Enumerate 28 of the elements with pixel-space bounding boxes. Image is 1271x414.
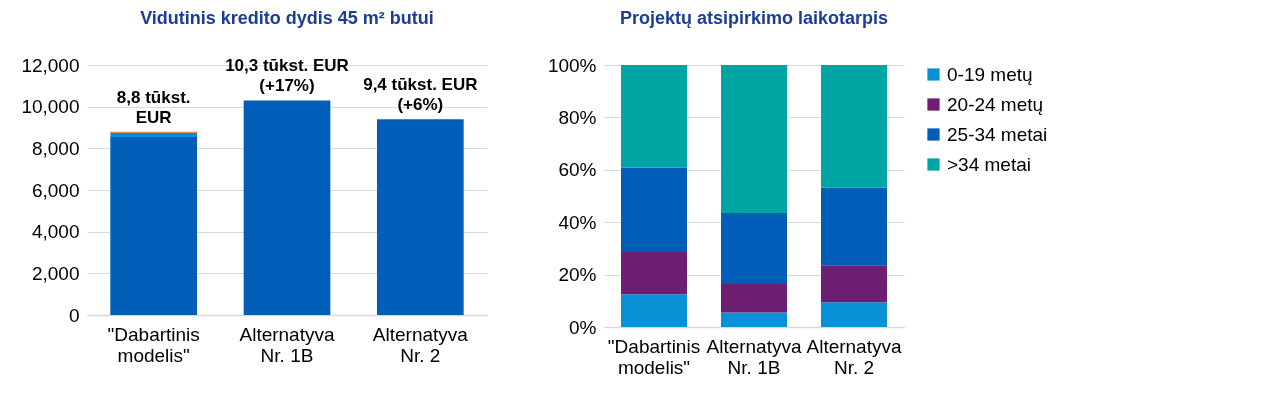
legend-label: 25-34 metai xyxy=(947,123,1048,145)
x-tick-label: "Dabartinis modelis" xyxy=(107,323,200,366)
legend-label: >34 metai xyxy=(947,153,1031,175)
x-tick-label: Alternatyva Nr. 1B xyxy=(239,323,335,366)
x-tick-label: Alternatyva Nr. 1B xyxy=(706,335,802,378)
y-tick-label: 6,000 xyxy=(31,179,80,201)
y-tick-label: 40% xyxy=(558,211,597,233)
y-tick-label: 2,000 xyxy=(31,262,80,284)
y-tick-label: 80% xyxy=(558,106,597,128)
y-tick-label: 100% xyxy=(547,54,597,76)
legend-label: 20-24 metų xyxy=(947,93,1044,115)
chart-title: Vidutinis kredito dydis 45 m² butui xyxy=(140,8,434,28)
y-tick-label: 20% xyxy=(558,264,597,286)
chart-title: Projektų atsipirkimo laikotarpis xyxy=(619,8,889,28)
x-tick-label: Alternatyva Nr. 2 xyxy=(372,323,469,366)
y-tick-label: 4,000 xyxy=(31,221,80,243)
y-tick-label: 12,000 xyxy=(21,54,80,76)
y-tick-label: 0 xyxy=(68,304,80,326)
x-tick-label: Alternatyva Nr. 2 xyxy=(806,335,902,378)
total-label: 8,8 tūkst. EUR xyxy=(116,87,191,127)
total-label: 10,3 tūkst. EUR (+17%) xyxy=(225,56,349,96)
y-tick-label: 8,000 xyxy=(31,137,80,159)
y-tick-label: 0% xyxy=(569,316,597,338)
x-tick-label: "Dabartinis modelis" xyxy=(607,335,701,378)
y-tick-label: 60% xyxy=(558,159,597,181)
y-tick-label: 10,000 xyxy=(21,96,80,118)
legend-label: 0-19 metų xyxy=(947,63,1033,85)
total-label: 9,4 tūkst. EUR (+6%) xyxy=(363,75,478,115)
